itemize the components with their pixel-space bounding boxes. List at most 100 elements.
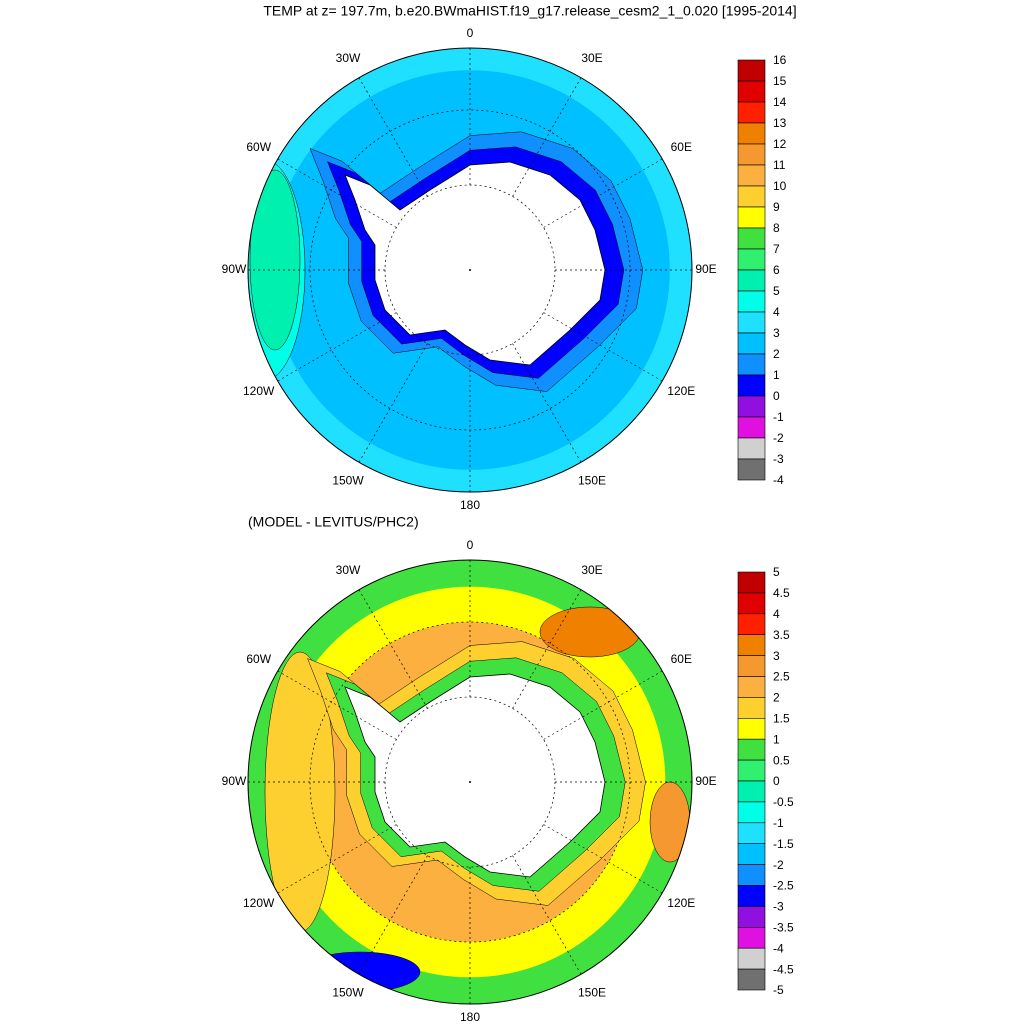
colorbar-label: -4.5 <box>773 962 794 976</box>
colorbar-label: 0.5 <box>773 753 790 767</box>
field-region <box>649 781 691 863</box>
colorbar-label: 14 <box>773 95 787 109</box>
colorbar-box <box>737 843 766 865</box>
lon-label: 90E <box>695 774 716 788</box>
colorbar-label: 4.5 <box>773 586 790 600</box>
colorbar-label: -2 <box>773 431 784 445</box>
colorbar-label: 3 <box>773 326 780 340</box>
colorbar-label: -4 <box>773 473 784 487</box>
lon-label: 180 <box>460 498 480 512</box>
colorbar-label: 9 <box>773 200 780 214</box>
field-region <box>249 169 301 351</box>
antarctica <box>344 161 606 366</box>
colorbar-box <box>737 801 766 824</box>
map-field <box>248 48 692 492</box>
colorbar-box <box>737 59 766 82</box>
colorbar-label: 7 <box>773 242 780 256</box>
colorbar-box <box>737 227 766 250</box>
colorbar-box <box>737 164 766 187</box>
colorbar-label: 6 <box>773 263 780 277</box>
lon-label: 120W <box>243 384 275 398</box>
colorbar-label: 13 <box>773 116 787 130</box>
lon-label: 90W <box>222 262 247 276</box>
lon-label: 150E <box>578 473 606 487</box>
colorbar-label: 4 <box>773 305 780 319</box>
colorbar-box <box>737 634 766 656</box>
pole <box>469 269 471 271</box>
colorbar-box <box>737 395 766 418</box>
colorbar-label: -1 <box>773 410 784 424</box>
lon-label: 60E <box>671 140 692 154</box>
lon-label: 0 <box>467 26 474 40</box>
lon-label: 30E <box>581 563 602 577</box>
colorbar-label: 2.5 <box>773 670 790 684</box>
colorbar-box <box>737 143 766 166</box>
colorbar-label: -2.5 <box>773 879 794 893</box>
colorbar-box <box>737 269 766 292</box>
colorbar-box <box>737 738 766 761</box>
colorbar-label: 1 <box>773 732 780 746</box>
colorbar-box <box>737 311 766 334</box>
lon-label: 120E <box>667 896 695 910</box>
colorbar-label: -3.5 <box>773 920 794 934</box>
lon-label: 90E <box>695 262 716 276</box>
field-region <box>539 606 641 658</box>
lon-label: 180 <box>460 1010 480 1024</box>
colorbar-label: 2 <box>773 691 780 705</box>
colorbar-label: 2 <box>773 347 780 361</box>
lon-label: 60W <box>246 140 271 154</box>
colorbar-label: -5 <box>773 983 784 997</box>
lon-label: 150E <box>578 985 606 999</box>
colorbar-box <box>737 592 766 615</box>
colorbar-box <box>737 458 766 481</box>
colorbar-box <box>737 759 766 782</box>
colorbar-label: -0.5 <box>773 795 794 809</box>
colorbar-label: 12 <box>773 137 787 151</box>
colorbar-box <box>737 885 766 907</box>
colorbar-label: 16 <box>773 53 787 67</box>
colorbar-box <box>737 80 766 103</box>
pole <box>469 781 471 783</box>
colorbar-label: -3 <box>773 452 784 466</box>
colorbar-box <box>737 206 766 229</box>
colorbar-label: 15 <box>773 74 787 88</box>
lon-label: 150W <box>332 473 364 487</box>
colorbar-box <box>737 571 766 594</box>
map-border <box>247 559 693 1005</box>
colorbar-box <box>737 822 766 844</box>
colorbar-box <box>737 697 766 719</box>
colorbar-box <box>737 290 766 313</box>
colorbar-label: 11 <box>773 158 786 172</box>
colorbar-box <box>737 122 766 145</box>
colorbar-label: -4 <box>773 941 784 955</box>
colorbar-box <box>737 655 766 677</box>
colorbar-box <box>737 416 766 439</box>
colorbar-box <box>737 101 766 124</box>
colorbar-box <box>737 906 766 928</box>
lon-label: 30W <box>336 51 361 65</box>
colorbar-box <box>737 613 766 635</box>
colorbar-box <box>737 864 766 886</box>
colorbar-box <box>737 332 766 355</box>
colorbar-label: 8 <box>773 221 780 235</box>
subtitle: (MODEL - LEVITUS/PHC2) <box>248 514 419 530</box>
colorbar-label: 10 <box>773 179 787 193</box>
colorbar-box <box>737 780 766 803</box>
lon-label: 120W <box>243 896 275 910</box>
colorbar-box <box>737 717 766 740</box>
colorbar-label: -1.5 <box>773 837 794 851</box>
colorbar-box <box>737 248 766 271</box>
colorbar-label: 1 <box>773 368 780 382</box>
colorbar-box <box>737 353 766 376</box>
lon-label: 90W <box>222 774 247 788</box>
title: TEMP at z= 197.7m, b.e20.BWmaHIST.f19_g1… <box>263 3 796 19</box>
lon-label: 120E <box>667 384 695 398</box>
colorbar-label: 0 <box>773 389 780 403</box>
colorbar-box <box>737 926 766 949</box>
colorbar-label: 3 <box>773 649 780 663</box>
colorbar-label: -2 <box>773 858 784 872</box>
colorbar-label: 5 <box>773 565 780 579</box>
map-border <box>247 47 693 493</box>
colorbar-label: -3 <box>773 900 784 914</box>
antarctica <box>344 673 606 878</box>
